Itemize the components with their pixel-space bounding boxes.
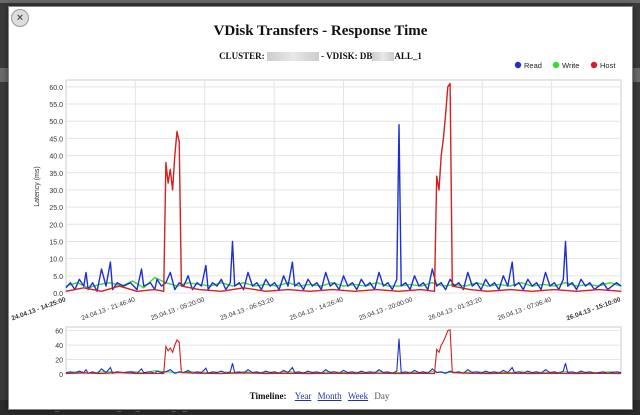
vdisk-label: - VDISK: DB [321,51,373,61]
navigator-y-tick-label: 40 [55,343,63,350]
series-line-read [65,124,622,292]
background-top-bar [0,0,640,3]
timeline-month-link[interactable]: Month [317,391,342,401]
navigator-y-tick-label: 0 [59,372,63,379]
y-tick-label: 0.0 [53,291,63,298]
y-axis-label: Latency (ms) [34,166,41,206]
timeline-bar: Timeline: Year Month Week Day [9,391,632,401]
chart-subtitle: CLUSTER: - VDISK: DB ALL_1 [9,51,632,62]
y-tick-label: 50.0 [49,119,63,126]
y-tick-label: 20.0 [49,222,63,229]
chart-title: VDisk Transfers - Response Time [213,23,428,39]
x-tick-label: 26.04.13 - 07:06:40 [497,296,553,322]
legend-label-host: Host [600,61,616,70]
redacted-cluster-name [266,52,319,62]
y-tick-label: 10.0 [49,257,63,264]
y-tick-label: 55.0 [49,102,63,109]
navigator-line-host [65,329,622,375]
y-tick-label: 35.0 [49,171,63,178]
navigator-area [65,326,622,375]
close-icon[interactable]: × [11,9,29,27]
y-tick-label: 40.0 [49,154,63,161]
series-line-write [65,276,622,289]
y-tick-label: 30.0 [49,188,63,195]
timeline-year-link[interactable]: Year [294,391,312,401]
legend-marker-read [514,61,522,69]
x-tick-label: 26.04.13 - 01:33:20 [428,296,484,322]
series-line-host [65,82,622,292]
chart-svg: 0.0 5.0 10.0 15.0 20.0 25.0 30.0 35.0 40.0 45.0 50… [11,61,622,379]
navigator-y-tick-label: 60 [55,329,63,336]
y-tick-label: 60.0 [49,85,63,92]
y-tick-label: 5.0 [53,274,63,281]
legend-label-write: Write [562,61,579,70]
timeline-week-link[interactable]: Week [347,391,369,401]
y-tick-label: 45.0 [49,136,63,143]
y-tick-label: 15.0 [49,239,63,246]
x-tick-label: 25.04.13 - 05:20:00 [150,296,206,322]
legend-label-read: Read [524,61,542,70]
timeline-label: Timeline: [249,391,287,401]
x-tick-label: 24.04.13 - 14:25:00 [11,296,67,322]
legend-marker-write [552,61,560,69]
legend-marker-host [590,61,598,69]
x-tick-label: 25.04.13 - 20:00:00 [358,296,414,322]
x-tick-label: 25.04.13 - 14:26:40 [289,296,345,322]
y-tick-label: 25.0 [49,205,63,212]
navigator-y-tick-label: 20 [55,358,63,365]
redacted-vdisk-name [372,52,395,62]
x-tick-label: 25.04.13 - 06:53:20 [219,296,275,322]
cluster-label: CLUSTER: [219,51,265,61]
chart-modal: × VDisk Transfers - Response Time CLUSTE… [8,6,633,410]
navigator-line-read [65,338,622,375]
x-tick-label: 24.04.13 - 21:46:40 [81,296,137,322]
vdisk-suffix: ALL_1 [394,51,422,61]
timeline-day-link[interactable]: Day [374,391,390,401]
x-tick-label: 26.04.13 - 15:10:00 [566,296,622,322]
